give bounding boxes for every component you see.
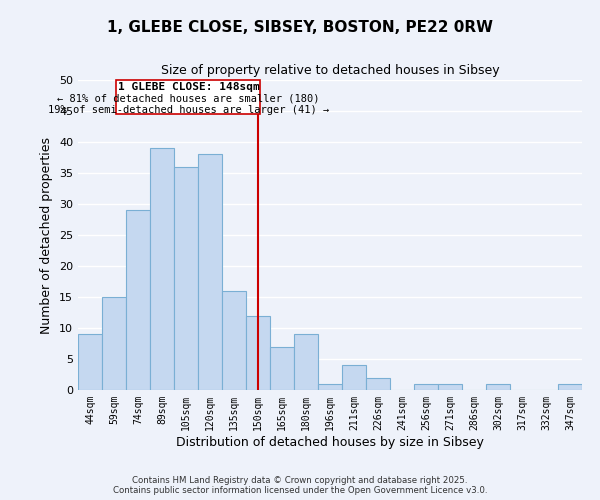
Text: Contains HM Land Registry data © Crown copyright and database right 2025.
Contai: Contains HM Land Registry data © Crown c… <box>113 476 487 495</box>
Y-axis label: Number of detached properties: Number of detached properties <box>40 136 53 334</box>
Bar <box>414 384 438 390</box>
Text: ← 81% of detached houses are smaller (180): ← 81% of detached houses are smaller (18… <box>57 94 320 104</box>
Bar <box>438 384 462 390</box>
Bar <box>558 384 582 390</box>
Bar <box>294 334 318 390</box>
Bar <box>126 210 150 390</box>
Title: Size of property relative to detached houses in Sibsey: Size of property relative to detached ho… <box>161 64 499 78</box>
Bar <box>342 365 366 390</box>
Text: 1, GLEBE CLOSE, SIBSEY, BOSTON, PE22 0RW: 1, GLEBE CLOSE, SIBSEY, BOSTON, PE22 0RW <box>107 20 493 35</box>
Bar <box>174 167 198 390</box>
Text: 19% of semi-detached houses are larger (41) →: 19% of semi-detached houses are larger (… <box>48 105 329 115</box>
Bar <box>222 291 246 390</box>
X-axis label: Distribution of detached houses by size in Sibsey: Distribution of detached houses by size … <box>176 436 484 448</box>
Bar <box>246 316 270 390</box>
Bar <box>78 334 102 390</box>
Bar <box>486 384 510 390</box>
Bar <box>366 378 390 390</box>
FancyBboxPatch shape <box>116 80 260 114</box>
Text: 1 GLEBE CLOSE: 148sqm: 1 GLEBE CLOSE: 148sqm <box>118 82 259 92</box>
Bar <box>102 297 126 390</box>
Bar <box>318 384 342 390</box>
Bar <box>150 148 174 390</box>
Bar <box>198 154 222 390</box>
Bar <box>270 346 294 390</box>
